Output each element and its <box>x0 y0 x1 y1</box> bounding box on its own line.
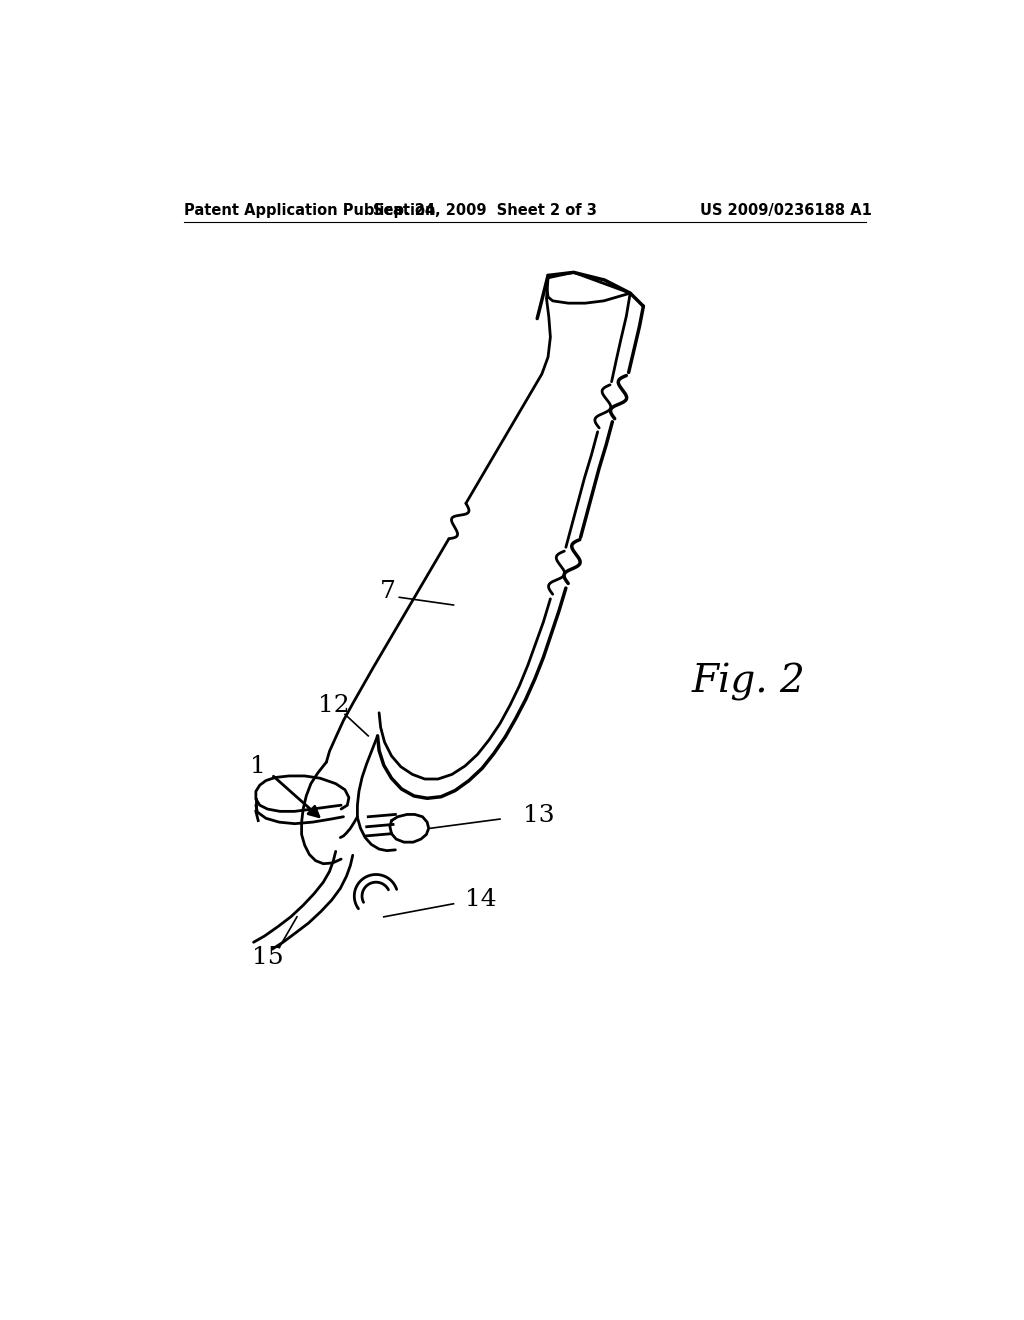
Text: 15: 15 <box>252 946 284 969</box>
Text: 7: 7 <box>380 579 395 603</box>
Text: Fig. 2: Fig. 2 <box>691 663 805 701</box>
Text: 14: 14 <box>465 887 497 911</box>
Text: 1: 1 <box>250 755 266 779</box>
Text: 12: 12 <box>317 693 349 717</box>
Text: Patent Application Publication: Patent Application Publication <box>183 203 435 218</box>
Text: Sep. 24, 2009  Sheet 2 of 3: Sep. 24, 2009 Sheet 2 of 3 <box>373 203 596 218</box>
Text: US 2009/0236188 A1: US 2009/0236188 A1 <box>700 203 872 218</box>
Text: 13: 13 <box>523 804 555 828</box>
